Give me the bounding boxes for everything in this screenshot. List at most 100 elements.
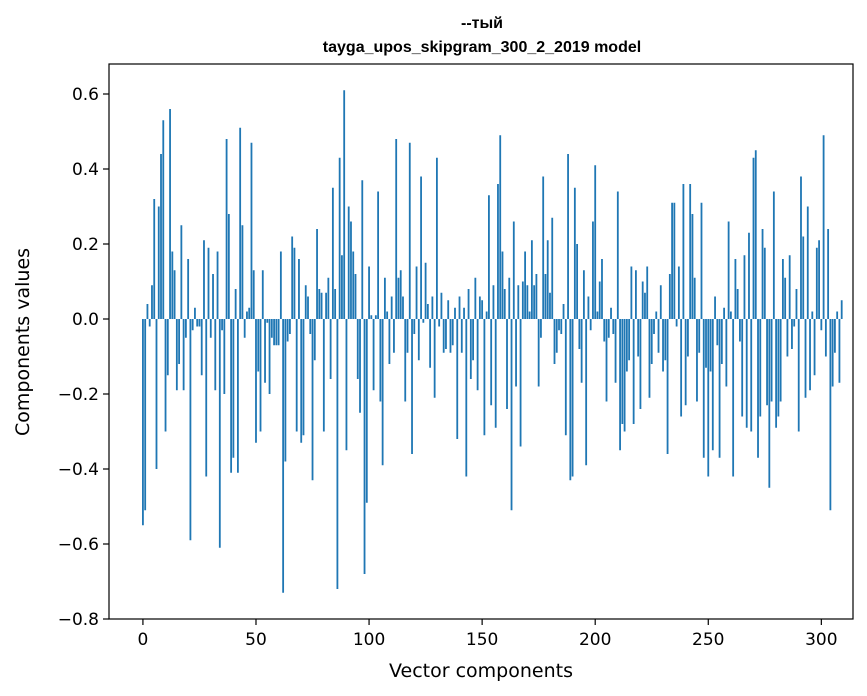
- bar-236: [675, 319, 678, 327]
- bar-153: [488, 195, 490, 319]
- bar-38: [227, 214, 230, 319]
- bar-264: [739, 319, 741, 342]
- bar-139: [456, 319, 459, 439]
- y-tick-label-4: 0.0: [72, 310, 99, 330]
- bar-240: [684, 319, 687, 406]
- bar-155: [492, 285, 495, 319]
- bar-279: [772, 191, 775, 319]
- bar-165: [515, 319, 517, 387]
- x-axis-label: Vector components: [389, 660, 573, 682]
- bar-18: [182, 319, 185, 391]
- bar-series: [142, 90, 843, 593]
- bar-157: [497, 184, 499, 319]
- bar-75: [311, 319, 314, 481]
- bar-68: [295, 319, 298, 432]
- chart-subtitle: tayga_upos_skipgram_300_2_2019 model: [323, 39, 641, 56]
- bar-150: [481, 300, 484, 319]
- bar-10: [164, 319, 167, 432]
- bar-47: [248, 307, 251, 319]
- bar-222: [644, 292, 646, 319]
- bar-168: [521, 281, 524, 319]
- bar-294: [806, 206, 809, 319]
- bar-245: [696, 319, 698, 402]
- bar-306: [834, 319, 836, 353]
- bar-117: [406, 319, 409, 353]
- bar-215: [628, 319, 631, 361]
- bar-243: [691, 214, 694, 319]
- bar-134: [445, 319, 447, 349]
- bar-54: [264, 319, 266, 383]
- bar-37: [225, 139, 228, 319]
- bar-100: [368, 266, 370, 319]
- bar-132: [440, 292, 443, 319]
- bar-104: [377, 191, 380, 319]
- bar-36: [223, 319, 226, 394]
- bar-106: [381, 319, 384, 466]
- bar-152: [485, 311, 488, 319]
- bar-3: [148, 319, 151, 327]
- bar-53: [261, 270, 264, 319]
- bar-252: [711, 319, 714, 451]
- y-tick-label-7: 0.6: [72, 85, 99, 105]
- bar-221: [641, 281, 644, 319]
- bar-242: [689, 184, 692, 319]
- bar-71: [302, 319, 305, 436]
- bar-45: [243, 319, 246, 338]
- bar-35: [221, 319, 223, 331]
- bar-143: [465, 319, 468, 477]
- bar-195: [582, 270, 585, 319]
- bar-124: [422, 319, 425, 323]
- bar-230: [662, 319, 664, 372]
- bar-289: [795, 289, 798, 319]
- bar-58: [273, 319, 275, 346]
- bar-159: [501, 251, 504, 319]
- bar-290: [797, 319, 800, 432]
- bar-261: [732, 319, 735, 477]
- bar-148: [476, 319, 479, 391]
- bar-287: [791, 319, 793, 349]
- bar-278: [770, 319, 773, 402]
- bar-233: [668, 274, 671, 319]
- bar-194: [580, 319, 583, 383]
- bar-189: [569, 319, 572, 481]
- chart-title: --тый: [461, 15, 503, 32]
- bar-216: [630, 266, 633, 319]
- bar-184: [558, 319, 560, 331]
- bar-283: [781, 259, 784, 319]
- bar-288: [793, 319, 796, 327]
- bar-60: [277, 319, 280, 346]
- bar-154: [490, 319, 493, 406]
- bar-199: [592, 221, 594, 319]
- bar-79: [320, 292, 323, 319]
- bar-94: [354, 274, 357, 319]
- plot-frame: [108, 63, 854, 620]
- x-tick-label-50: 50: [245, 630, 267, 650]
- bar-187: [564, 319, 567, 436]
- bar-88: [341, 255, 343, 319]
- bar-269: [750, 319, 753, 432]
- bar-90: [345, 319, 348, 451]
- bar-210: [616, 191, 619, 319]
- bar-29: [207, 247, 210, 319]
- bar-80: [322, 319, 325, 432]
- bar-253: [714, 296, 716, 319]
- bar-297: [813, 319, 816, 376]
- x-axis-ticks: 0 50 100 150 200 250 300: [138, 619, 838, 650]
- bar-112: [395, 139, 398, 319]
- bar-179: [546, 240, 549, 319]
- bar-186: [562, 304, 565, 319]
- bar-82: [327, 277, 330, 319]
- bar-66: [291, 236, 294, 319]
- bar-181: [551, 217, 554, 319]
- bar-99: [365, 319, 368, 503]
- bar-49: [252, 270, 255, 319]
- bar-292: [802, 236, 805, 319]
- bar-285: [786, 319, 789, 357]
- bar-89: [343, 90, 346, 319]
- bar-108: [386, 311, 389, 319]
- bar-146: [472, 319, 474, 361]
- bar-308: [838, 319, 841, 383]
- bar-175: [537, 319, 540, 387]
- bar-280: [775, 319, 778, 428]
